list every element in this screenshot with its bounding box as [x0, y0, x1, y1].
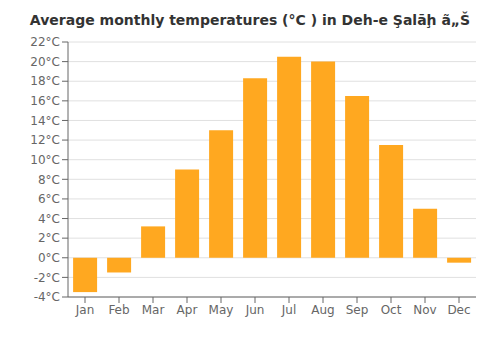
svg-text:0°C: 0°C [38, 251, 60, 265]
svg-text:18°C: 18°C [30, 74, 60, 88]
svg-text:22°C: 22°C [30, 35, 60, 49]
svg-text:2°C: 2°C [38, 231, 60, 245]
svg-text:Oct: Oct [381, 303, 402, 317]
svg-text:Jan: Jan [75, 303, 95, 317]
svg-text:12°C: 12°C [30, 133, 60, 147]
svg-text:16°C: 16°C [30, 94, 60, 108]
svg-text:Aug: Aug [311, 303, 334, 317]
svg-text:8°C: 8°C [38, 173, 60, 187]
svg-text:-2°C: -2°C [34, 271, 60, 285]
svg-text:10°C: 10°C [30, 153, 60, 167]
svg-text:14°C: 14°C [30, 114, 60, 128]
svg-text:4°C: 4°C [38, 212, 60, 226]
svg-text:Dec: Dec [447, 303, 470, 317]
svg-text:Nov: Nov [413, 303, 436, 317]
svg-text:-4°C: -4°C [34, 290, 60, 304]
svg-text:Jun: Jun [245, 303, 265, 317]
svg-text:Mar: Mar [142, 303, 165, 317]
svg-text:20°C: 20°C [30, 55, 60, 69]
svg-text:Apr: Apr [177, 303, 198, 317]
svg-text:Feb: Feb [108, 303, 129, 317]
svg-text:6°C: 6°C [38, 192, 60, 206]
svg-text:May: May [209, 303, 234, 317]
html-text:Average monthly temperatures (: Average monthly temperatures (°C ) in De… [29, 12, 471, 28]
svg-text:Sep: Sep [346, 303, 369, 317]
svg-text:Jul: Jul [281, 303, 296, 317]
